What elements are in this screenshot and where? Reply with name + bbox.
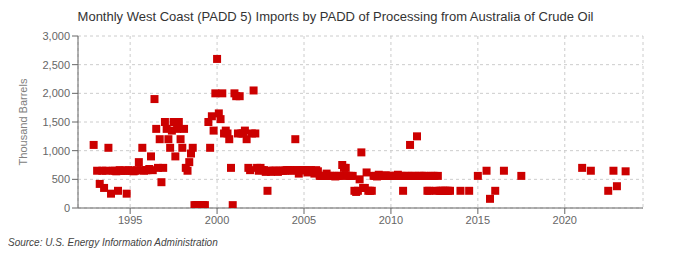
svg-text:2010: 2010 bbox=[379, 214, 403, 226]
svg-text:2005: 2005 bbox=[292, 214, 316, 226]
svg-text:1995: 1995 bbox=[118, 214, 142, 226]
svg-text:1,500: 1,500 bbox=[42, 116, 70, 128]
svg-text:0: 0 bbox=[64, 202, 70, 214]
svg-text:2015: 2015 bbox=[466, 214, 490, 226]
html-text:Monthly West Coast (PADD 5) Im: Monthly West Coast (PADD 5) Imports by P… bbox=[77, 9, 594, 24]
svg-text:2000: 2000 bbox=[205, 214, 229, 226]
svg-text:Thousand Barrels: Thousand Barrels bbox=[17, 78, 29, 165]
svg-text:500: 500 bbox=[52, 173, 70, 185]
html-text:Source: U.S. Energy Informatio: Source: U.S. Energy Information Administ… bbox=[8, 237, 218, 248]
svg-text:2020: 2020 bbox=[553, 214, 577, 226]
svg-text:1,000: 1,000 bbox=[42, 145, 70, 157]
svg-text:2,500: 2,500 bbox=[42, 59, 70, 71]
svg-text:2,000: 2,000 bbox=[42, 87, 70, 99]
svg-text:3,000: 3,000 bbox=[42, 30, 70, 42]
